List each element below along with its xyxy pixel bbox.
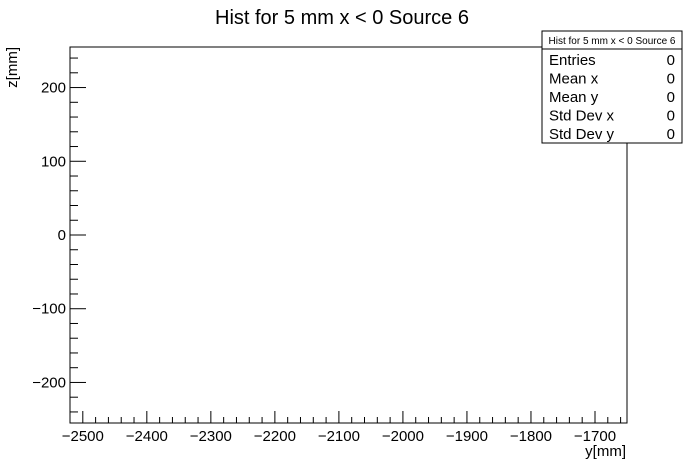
stats-row-value: 0: [667, 71, 675, 88]
stats-row-label: Mean x: [549, 71, 599, 88]
x-axis-title: y[mm]: [585, 443, 626, 460]
x-tick-label: −2100: [318, 428, 360, 445]
stats-row-label: Std Dev x: [549, 108, 615, 125]
x-axis-ticks: [69, 411, 622, 423]
stats-row-value: 0: [667, 126, 675, 143]
stats-box: Hist for 5 mm x < 0 Source 6 Entries 0 Mea…: [541, 30, 683, 144]
y-tick-label: −200: [32, 374, 66, 391]
stats-row-value: 0: [667, 52, 675, 69]
x-tick-label: −2300: [190, 428, 232, 445]
y-axis-title: z[mm]: [4, 47, 21, 88]
stats-row-label: Std Dev y: [549, 126, 615, 143]
x-tick-label: −2000: [382, 428, 424, 445]
stats-row-label: Entries: [549, 52, 596, 69]
x-tick-label: −2500: [62, 428, 104, 445]
y-axis-tick-labels: −200 −100 0 100 200: [32, 80, 66, 392]
stats-row-label: Mean y: [549, 89, 599, 106]
x-tick-label: −1700: [574, 428, 616, 445]
chart-title: Hist for 5 mm x < 0 Source 6: [215, 7, 469, 29]
x-tick-label: −1800: [510, 428, 552, 445]
y-tick-label: 200: [41, 80, 66, 97]
y-tick-label: 100: [41, 153, 66, 170]
stats-row-value: 0: [667, 89, 675, 106]
stats-box-title: Hist for 5 mm x < 0 Source 6: [549, 36, 676, 47]
stats-box-frame: [541, 30, 683, 144]
stats-box-rows: Entries 0 Mean x 0 Mean y 0 Std Dev x 0 Std Dev …: [549, 52, 675, 143]
x-tick-label: −2400: [126, 428, 168, 445]
x-tick-label: −2200: [254, 428, 296, 445]
x-tick-label: −1900: [446, 428, 488, 445]
x-axis-tick-labels: −2500 −2400 −2300 −2200 −2100 −2000 −1900 −1800…: [62, 428, 616, 445]
y-tick-label: 0: [58, 227, 66, 244]
stats-row-value: 0: [667, 108, 675, 125]
y-axis-ticks: [70, 57, 86, 413]
y-tick-label: −100: [32, 301, 66, 318]
